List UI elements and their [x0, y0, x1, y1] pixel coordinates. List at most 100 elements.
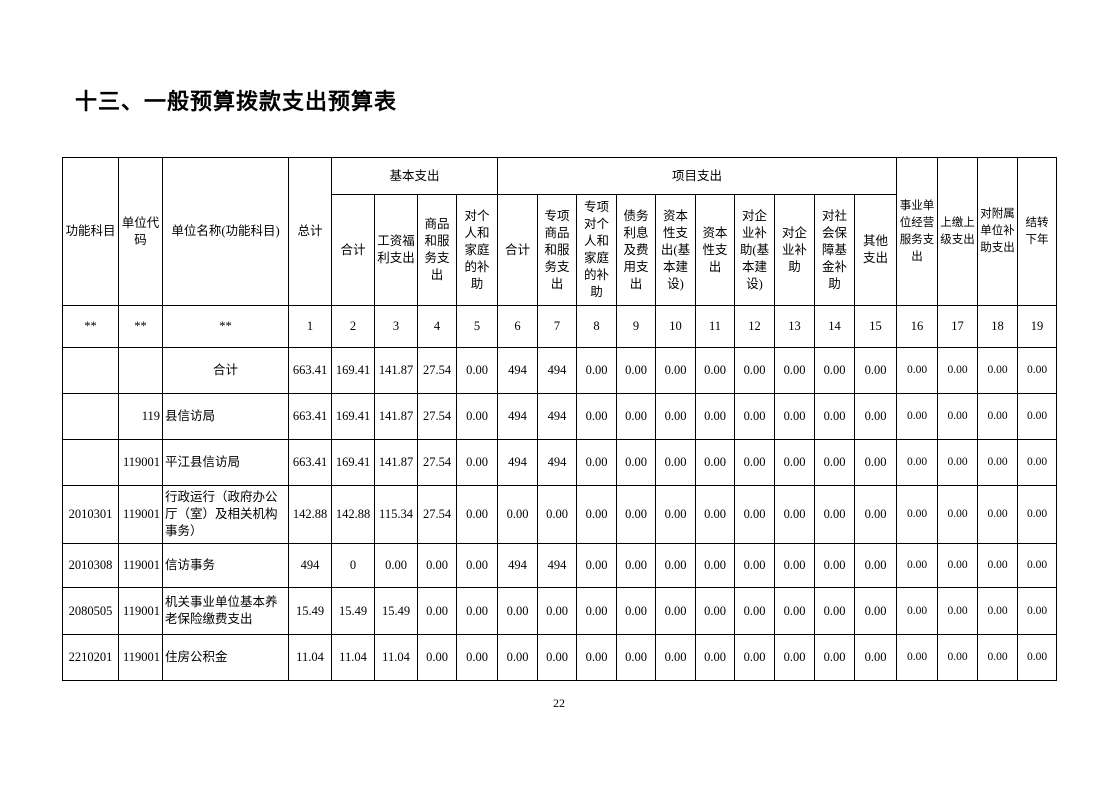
cell: 169.41	[331, 347, 375, 394]
index-cell: 12	[734, 305, 776, 348]
cell: 0.00	[774, 439, 816, 486]
cell: 141.87	[374, 347, 418, 394]
cell: 0.00	[655, 393, 697, 440]
group-header: 基本支出	[330, 157, 499, 195]
index-cell: 14	[814, 305, 856, 348]
cell: 0.00	[977, 587, 1019, 635]
cell: 0.00	[616, 347, 657, 394]
cell: 0.00	[896, 634, 939, 681]
cell: 机关事业单位基本养老保险缴费支出	[162, 587, 289, 635]
cell: 0.00	[937, 347, 979, 394]
cell: 0.00	[695, 393, 736, 440]
cell: 494	[537, 439, 578, 486]
cell: 0.00	[374, 543, 418, 588]
cell: 0.00	[937, 439, 979, 486]
cell: 0.00	[537, 634, 578, 681]
cell: 0.00	[774, 587, 816, 635]
data-row: 2010308 119001 信访事务 494 0 0.00 0.00 0.00 494 494 0…	[62, 543, 1058, 588]
cell: 0.00	[896, 439, 939, 486]
cell: 119001	[118, 485, 163, 544]
column-header: 资本性支出	[695, 194, 736, 306]
cell: 0.00	[734, 393, 776, 440]
column-header: 对附属单位补助支出	[977, 157, 1019, 306]
group-header: 项目支出	[497, 157, 898, 195]
cell: 0.00	[695, 587, 736, 635]
cell: 0.00	[537, 587, 578, 635]
index-cell: 15	[854, 305, 898, 348]
index-cell: 17	[937, 305, 979, 348]
cell: 15.49	[374, 587, 418, 635]
cell: 0.00	[937, 485, 979, 544]
column-header: 功能科目	[62, 157, 119, 306]
cell: 119001	[118, 587, 163, 635]
cell: 0.00	[576, 485, 618, 544]
index-cell: 16	[896, 305, 939, 348]
cell: 0.00	[455, 393, 499, 440]
cell: 0.00	[814, 485, 856, 544]
cell: 0.00	[655, 587, 697, 635]
column-header: 债务利息及费用支出	[616, 194, 657, 306]
cell: 0.00	[455, 485, 499, 544]
cell: 119001	[118, 439, 163, 486]
cell: 2010301	[62, 485, 119, 544]
cell: 0.00	[455, 347, 499, 394]
cell: 0.00	[977, 485, 1019, 544]
cell: 0.00	[814, 587, 856, 635]
cell: 141.87	[374, 439, 418, 486]
cell: 15.49	[288, 587, 332, 635]
cell: 0.00	[616, 634, 657, 681]
cell: 0.00	[417, 634, 457, 681]
cell: 县信访局	[162, 393, 289, 440]
index-cell: 8	[576, 305, 618, 348]
cell	[62, 347, 119, 394]
cell: 494	[537, 543, 578, 588]
cell: 0.00	[977, 634, 1019, 681]
cell: 0.00	[854, 634, 898, 681]
data-row: 2210201 119001 住房公积金 11.04 11.04 11.04 0.00 0.0…	[62, 634, 1058, 681]
cell: 27.54	[417, 439, 457, 486]
cell: 0.00	[734, 485, 776, 544]
cell: 0.00	[695, 347, 736, 394]
data-row: 2010301 119001 行政运行（政府办公厅（室）及相关机构事务） 142.88…	[62, 485, 1058, 544]
cell: 0.00	[774, 347, 816, 394]
column-header: 事业单位经营服务支出	[896, 157, 939, 306]
cell: 0.00	[417, 587, 457, 635]
cell: 494	[537, 347, 578, 394]
cell: 0.00	[655, 543, 697, 588]
column-header: 合计	[497, 194, 539, 306]
cell: 11.04	[331, 634, 375, 681]
cell: 0.00	[734, 347, 776, 394]
cell: 0.00	[937, 393, 979, 440]
index-cell: 7	[537, 305, 578, 348]
cell: 169.41	[331, 393, 375, 440]
cell: 0.00	[854, 439, 898, 486]
cell: 494	[288, 543, 332, 588]
cell: 0.00	[616, 485, 657, 544]
column-header: 商品和服务支出	[417, 194, 457, 306]
cell: 0.00	[977, 439, 1019, 486]
cell: 0.00	[734, 587, 776, 635]
cell: 663.41	[288, 347, 332, 394]
cell: 0.00	[814, 347, 856, 394]
column-header: 对社会保障基金补助	[814, 194, 856, 306]
header-row: 功能科目 单位代码 单位名称(功能科目) 总计 基本支出 项目支出 事业单位经营服务支出 上缴…	[62, 157, 1058, 306]
cell: 0.00	[774, 485, 816, 544]
column-header: 对企业补助	[774, 194, 816, 306]
budget-table: 功能科目 单位代码 单位名称(功能科目) 总计 基本支出 项目支出 事业单位经营服务支出 上缴…	[62, 157, 1058, 681]
cell: 115.34	[374, 485, 418, 544]
cell: 0.00	[455, 543, 499, 588]
index-row: ** ** ** 1 2 3 4 5 6 7 8 9 10 11 12 13 14 15 16 17 18 19	[62, 305, 1058, 348]
column-header: 工资福利支出	[374, 194, 418, 306]
index-cell: 19	[1017, 305, 1058, 348]
cell: 0.00	[455, 634, 499, 681]
column-header: 专项商品和服务支出	[537, 194, 578, 306]
data-row: 合计 663.41 169.41 141.87 27.54 0.00 494 494 0.00 0…	[62, 347, 1058, 394]
index-cell: **	[62, 305, 119, 348]
column-header: 结转下年	[1017, 157, 1058, 306]
cell: 0.00	[937, 587, 979, 635]
cell: 0.00	[1017, 485, 1058, 544]
cell: 27.54	[417, 485, 457, 544]
cell: 663.41	[288, 439, 332, 486]
cell: 0.00	[1017, 393, 1058, 440]
